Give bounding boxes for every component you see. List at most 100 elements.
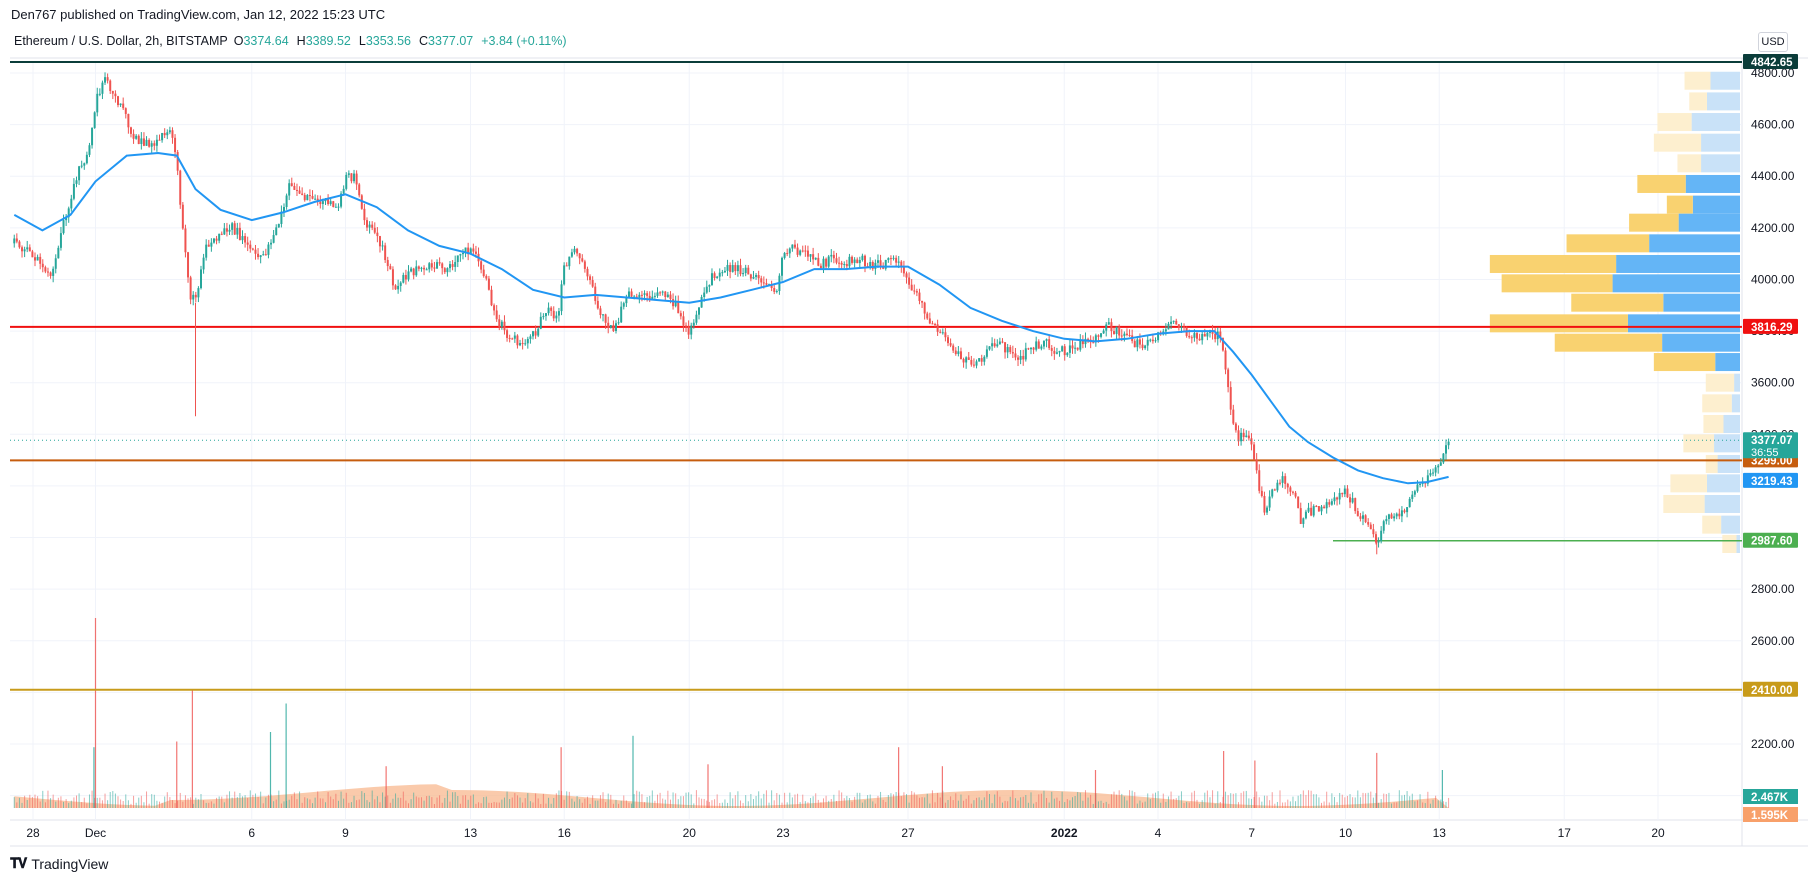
candle-body [1284, 476, 1287, 484]
volume-tag-bg [1743, 807, 1798, 822]
candle-body [1273, 489, 1276, 491]
candle-body [747, 267, 750, 275]
candle-body [1037, 341, 1040, 349]
candle-body [264, 254, 267, 256]
time-tick-label: 20 [683, 826, 697, 840]
candle-body [682, 316, 685, 326]
candle-body [1172, 320, 1175, 322]
candle-body [1437, 465, 1440, 468]
candle-body [345, 174, 348, 189]
candle-body [921, 300, 924, 303]
time-axis[interactable]: 28 Dec 6 9 13 16 20 23 27 2022 4 7 10 13 17 20 [26, 826, 1665, 840]
candle-body [212, 238, 215, 243]
candle-body [1312, 506, 1315, 516]
time-tick-label: 23 [776, 826, 790, 840]
candle-body [1221, 337, 1224, 351]
time-tick-label: 7 [1248, 826, 1255, 840]
candle-body [796, 247, 799, 255]
currency-button[interactable]: USD [1758, 32, 1788, 52]
candle-body [1118, 326, 1121, 336]
volume-profile-up-bar [1663, 293, 1740, 312]
level-price-tag: 2987.60 [1743, 532, 1798, 548]
candle-body [578, 253, 581, 259]
candle-body [389, 266, 392, 270]
candle-body [954, 350, 957, 354]
candle-body [1203, 334, 1206, 337]
candle-body [148, 139, 151, 147]
candle-body [638, 294, 641, 298]
candle-body [295, 189, 298, 191]
volume-profile-down-bar [1653, 353, 1716, 372]
candle-body [423, 267, 426, 270]
candle-body [669, 294, 672, 300]
volume-profile-up-bar [1701, 133, 1740, 152]
candle-body [791, 244, 794, 249]
candle-body [83, 163, 86, 166]
candle-body [1310, 507, 1313, 516]
price-axis[interactable]: 4800.004600.004400.004200.004000.003800.… [1743, 53, 1798, 822]
candle-body [1247, 435, 1250, 439]
candle-body [1289, 487, 1292, 492]
candle-body [355, 173, 358, 185]
candle-body [506, 330, 509, 338]
candle-body [1017, 357, 1020, 360]
candle-body [503, 321, 506, 331]
candle-body [1374, 534, 1377, 543]
candle-body [140, 138, 143, 144]
candle-body [853, 259, 856, 263]
candle-body [1258, 470, 1261, 491]
level-price-tag: 2410.00 [1743, 681, 1798, 697]
time-tick-label: 2022 [1051, 826, 1078, 840]
time-tick-label: 9 [342, 826, 349, 840]
candle-body [228, 229, 231, 232]
volume-profile-down-bar [1703, 414, 1724, 433]
candle-body [1377, 541, 1380, 543]
time-tick-label: 13 [464, 826, 478, 840]
volume-profile-down-bar [1702, 394, 1732, 413]
price-tick-label: 3600.00 [1751, 376, 1795, 390]
candle-body [734, 265, 737, 272]
candle-body [1297, 496, 1300, 509]
candle-body [843, 264, 846, 266]
ema-price-tag: 3219.43 [1743, 472, 1798, 488]
candle-body [1105, 324, 1108, 331]
candle-body [288, 183, 291, 196]
candle-body [617, 322, 620, 324]
candle-body [1382, 521, 1385, 531]
candle-body [36, 256, 39, 261]
candle-body [700, 296, 703, 308]
candle-body [122, 103, 125, 109]
candle-body [54, 258, 57, 269]
candle-body [1380, 530, 1383, 542]
candle-body [1053, 350, 1056, 354]
candle-body [926, 313, 929, 319]
candle-body [962, 359, 965, 363]
candle-body [1151, 339, 1154, 342]
candle-body [308, 195, 311, 197]
volume-profile-up-bar [1715, 353, 1740, 372]
candle-body [856, 259, 859, 264]
candle-body [197, 288, 200, 298]
candle-body [1291, 491, 1294, 493]
tradingview-logo[interactable]: 𝐓𝐕 TradingView [10, 855, 108, 872]
candle-body [321, 201, 324, 205]
candle-body [293, 186, 296, 190]
candle-body [461, 252, 464, 255]
candle-body [835, 258, 838, 263]
volume-profile-down-bar [1657, 113, 1692, 132]
symbol-title[interactable]: Ethereum / U.S. Dollar, 2h, BITSTAMP [14, 34, 228, 48]
candle-body [1198, 338, 1201, 341]
candle-body [1419, 483, 1422, 485]
candle-body [563, 265, 566, 285]
volume-profile-up-bar [1627, 314, 1740, 333]
candle-body [840, 262, 843, 265]
candle-body [703, 292, 706, 297]
candle-body [298, 190, 301, 194]
candle-body [864, 255, 866, 267]
volume-profile-up-bar [1692, 195, 1740, 214]
candle-body [1167, 323, 1170, 330]
candle-body [1107, 322, 1110, 325]
volume-profile-up-bar [1723, 414, 1740, 433]
candle-body [1076, 347, 1079, 350]
